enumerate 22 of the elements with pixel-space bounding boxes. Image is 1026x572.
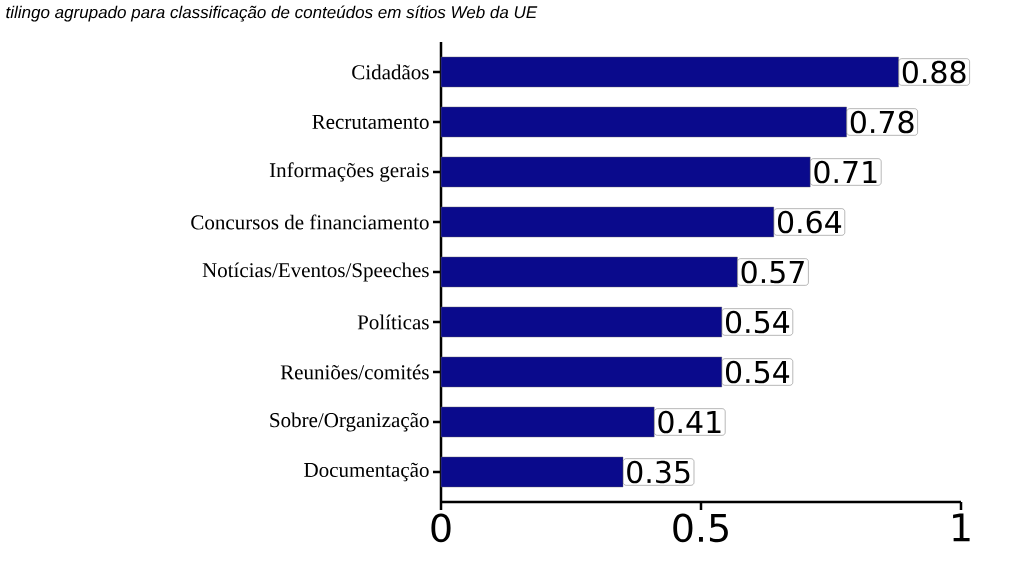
y-tick-label: Políticas: [357, 314, 429, 330]
x-tick-label: 1: [953, 513, 970, 542]
y-tick-label: Notícias/Eventos/Speeches: [202, 262, 429, 282]
data-label: 0.57: [741, 260, 804, 284]
data-label: 0.35: [627, 460, 690, 484]
data-label: 0.54: [725, 360, 790, 384]
x-tick-label: 0.5: [673, 513, 728, 543]
y-tick-label: Informações gerais: [269, 162, 429, 182]
data-label: 0.41: [658, 410, 721, 434]
data-label: 0.54: [725, 310, 790, 334]
x-tick-label: 0: [431, 513, 451, 543]
data-label: 0.64: [777, 210, 842, 234]
y-tick-label: Reuniões/comités: [280, 364, 429, 380]
y-tick-label: Documentação: [304, 462, 429, 482]
data-label: 0.71: [814, 160, 877, 184]
y-tick-label: Cidadãos: [352, 64, 429, 80]
text: tilingo agrupado para classificação de conteúdos em sítios Web da UE: [6, 5, 538, 22]
y-tick-label: Concursos de financiamento: [191, 214, 429, 230]
data-label: 0.78: [850, 110, 914, 134]
y-tick-label: Sobre/Organização: [270, 412, 429, 432]
y-tick-label: Recrutamento: [312, 115, 429, 129]
data-label: 0.88: [902, 60, 966, 84]
